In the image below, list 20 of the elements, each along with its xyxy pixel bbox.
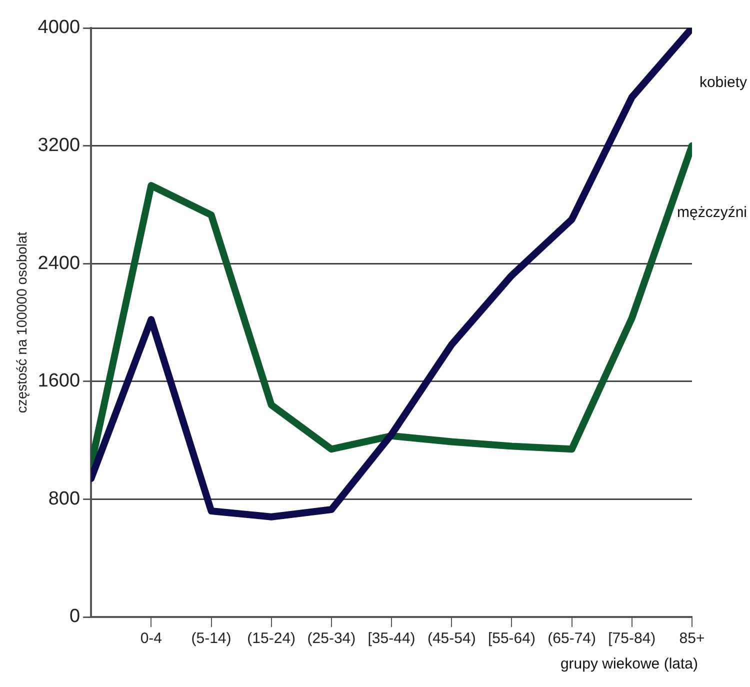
- x-tick-label: [55-64): [488, 630, 536, 648]
- text: kobiety: [699, 74, 748, 92]
- x-tick-label: 0-4: [140, 630, 162, 648]
- x-axis-title: grupy wiekowe (lata): [560, 656, 698, 673]
- y-tick-label: 3200: [38, 135, 80, 156]
- x-tick-label: (45-54): [427, 630, 476, 648]
- x-tick-label: (15-24): [247, 630, 296, 648]
- x-tick-label: [35-44): [368, 630, 416, 648]
- y-tick-label: 1600: [38, 370, 80, 392]
- x-tick-label: 85+: [679, 630, 705, 648]
- x-tick-label: (25-34): [307, 630, 356, 648]
- x-tick-label: [75-84): [608, 630, 656, 648]
- y-axis-title: częstość na 100000 osobolat: [13, 232, 30, 414]
- series-label: mężczyźni: [676, 204, 747, 221]
- x-tick-label: (65-74): [548, 630, 596, 648]
- y-tick-label: 4000: [38, 17, 80, 38]
- y-tick-label: 800: [48, 488, 80, 510]
- y-tick-label: 0: [69, 606, 80, 628]
- x-tick-label: (5-14): [191, 630, 232, 648]
- y-tick-label: 2400: [38, 252, 80, 274]
